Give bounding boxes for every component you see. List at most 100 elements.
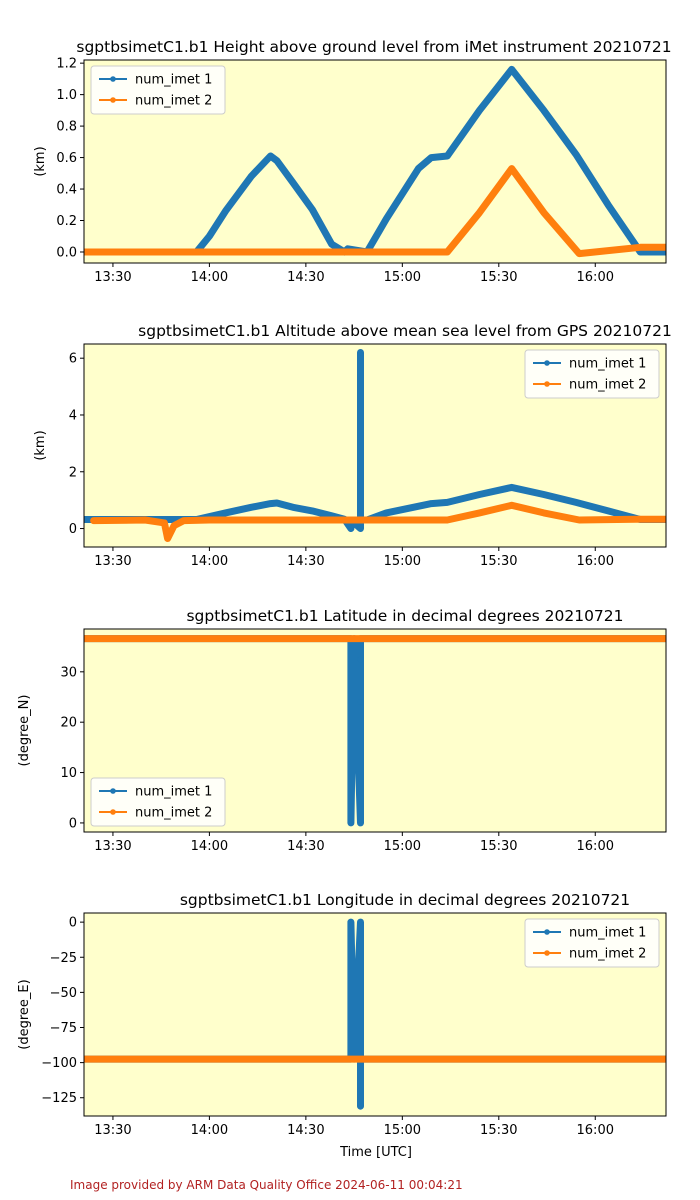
data-point (444, 249, 451, 255)
data-point (171, 522, 177, 529)
x-tick-label: 16:00 (577, 839, 614, 854)
data-point (347, 819, 354, 826)
data-point (383, 215, 390, 222)
x-tick-label: 15:30 (480, 270, 517, 285)
legend-label: num_imet 1 (569, 926, 646, 941)
data-point (663, 1056, 666, 1063)
data-point (605, 201, 612, 208)
y-tick-label: 1.2 (56, 57, 77, 72)
data-point (84, 635, 87, 642)
y-tick-label: 1.0 (56, 88, 77, 103)
data-point (508, 502, 515, 509)
y-tick-label: 20 (60, 716, 77, 731)
data-point (476, 209, 483, 216)
credit-text: Image provided by ARM Data Quality Offic… (70, 1178, 463, 1192)
data-point (357, 1087, 364, 1094)
x-tick-label: 14:00 (191, 554, 228, 569)
y-tick-label: 6 (69, 352, 77, 367)
legend: num_imet 1 num_imet 2 (524, 918, 660, 968)
legend-label: num_imet 1 (135, 73, 212, 88)
data-point (90, 517, 97, 524)
data-point (637, 1056, 644, 1063)
x-tick-label: 15:30 (480, 839, 517, 854)
y-tick-label: 0 (69, 916, 77, 931)
data-point (637, 635, 644, 642)
y-tick-label: 0.4 (56, 183, 77, 198)
data-point (347, 919, 354, 926)
x-tick-label: 13:30 (94, 1123, 131, 1138)
data-point (576, 517, 583, 523)
x-tick-label: 14:30 (287, 839, 324, 854)
legend: num_imet 1 num_imet 2 (90, 777, 226, 827)
y-tick-label: −25 (50, 951, 77, 966)
data-point (248, 504, 255, 511)
x-tick-label: 13:30 (94, 270, 131, 285)
data-point (576, 635, 583, 642)
legend-marker (544, 929, 550, 935)
series-2 (84, 1055, 666, 1063)
x-tick-label: 14:00 (191, 839, 228, 854)
series-line (84, 165, 666, 258)
data-point (540, 107, 547, 114)
data-point (444, 153, 451, 159)
chart-panel-4: 13:30 14:00 14:30 15:00 15:30 16:00 0 −25 −50 −75… (17, 891, 667, 1160)
y-tick-label: −50 (50, 986, 77, 1001)
y-tick-label: 0.2 (56, 214, 77, 229)
legend: num_imet 1 num_imet 2 (524, 349, 660, 399)
data-point (576, 250, 583, 257)
data-point (508, 165, 515, 172)
data-point (248, 173, 255, 180)
axes-frame (83, 343, 667, 548)
data-point (309, 206, 316, 213)
data-point (206, 517, 213, 523)
x-tick-label: 15:00 (384, 1123, 421, 1138)
legend-label: num_imet 1 (569, 357, 646, 372)
data-point (357, 525, 364, 532)
x-tick-label: 14:30 (287, 270, 324, 285)
data-point (444, 517, 451, 523)
chart-title: sgptbsimetC1.b1 Latitude in decimal degr… (186, 607, 623, 625)
x-tick-label: 16:00 (577, 554, 614, 569)
data-point (302, 517, 309, 523)
data-point (357, 919, 364, 926)
axes-frame (83, 912, 667, 1117)
x-tick-label: 14:30 (287, 554, 324, 569)
legend-marker (110, 788, 116, 794)
data-point (290, 504, 296, 511)
data-point (508, 484, 515, 491)
data-point (540, 491, 547, 498)
chart-panel-3: 13:30 14:00 14:30 15:00 15:30 16:00 0 10 20 30 sgp… (17, 607, 667, 854)
legend-marker (544, 360, 550, 366)
x-tick-label: 13:30 (94, 839, 131, 854)
data-point (222, 509, 229, 516)
data-point (573, 151, 579, 158)
data-point (180, 517, 187, 524)
data-point (222, 208, 229, 215)
y-axis-label: (degree_N) (17, 695, 32, 767)
data-point (328, 241, 335, 248)
legend-label: num_imet 2 (569, 378, 646, 393)
x-tick-label: 15:30 (480, 554, 517, 569)
y-tick-label: 0 (69, 522, 77, 537)
legend-marker (544, 950, 550, 956)
data-point (383, 509, 390, 516)
y-tick-label: −100 (41, 1056, 77, 1071)
y-tick-label: 0 (69, 816, 77, 831)
data-point (344, 517, 351, 523)
x-tick-label: 15:30 (480, 1123, 517, 1138)
data-point (444, 499, 451, 506)
chart-panel-1: 13:30 14:00 14:30 15:00 15:30 16:00 0.0 0.2 0.4 0… (33, 38, 672, 285)
data-point (273, 500, 280, 506)
legend-label: num_imet 2 (135, 806, 212, 821)
y-tick-label: 10 (60, 766, 77, 781)
data-point (663, 516, 666, 523)
legend-marker (544, 381, 550, 387)
series-2 (90, 501, 666, 542)
data-point (84, 249, 87, 255)
data-point (576, 1056, 583, 1063)
y-tick-label: 0.0 (56, 245, 77, 260)
data-point (302, 249, 309, 255)
data-point (84, 1056, 87, 1063)
axes-frame (83, 59, 667, 264)
